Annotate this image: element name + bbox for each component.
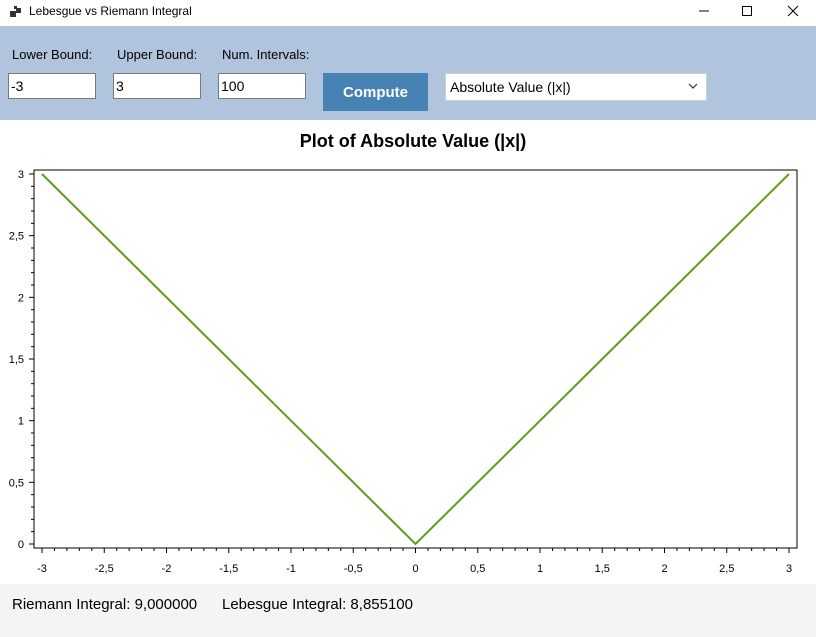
y-tick-label: 1,5 bbox=[9, 354, 24, 366]
app-icon bbox=[10, 6, 21, 17]
x-tick-label: 2 bbox=[661, 563, 667, 575]
x-tick-label: 1 bbox=[537, 563, 543, 575]
plot-title: Plot of Absolute Value (|x|) bbox=[299, 131, 527, 151]
x-tick-label: 0,5 bbox=[470, 563, 485, 575]
compute-button[interactable]: Compute bbox=[323, 73, 428, 111]
lebesgue-integral-result: Lebesgue Integral: 8,855100 bbox=[222, 596, 413, 613]
minimize-icon bbox=[699, 10, 709, 12]
y-tick-label: 2 bbox=[18, 292, 24, 304]
maximize-button[interactable] bbox=[724, 0, 770, 22]
x-tick-label: 1,5 bbox=[595, 563, 610, 575]
function-select-value: Absolute Value (|x|) bbox=[450, 79, 571, 95]
lower-bound-input[interactable] bbox=[8, 73, 96, 99]
x-tick-label: -1 bbox=[286, 563, 296, 575]
plot-frame bbox=[33, 169, 798, 549]
num-intervals-label: Num. Intervals: bbox=[222, 47, 310, 62]
function-select[interactable]: Absolute Value (|x|) bbox=[445, 73, 707, 101]
x-tick-label: -3 bbox=[37, 563, 47, 575]
x-tick-label: 0 bbox=[412, 563, 418, 575]
y-tick-label: 0 bbox=[18, 539, 24, 551]
riemann-integral-result: Riemann Integral: 9,000000 bbox=[12, 596, 198, 613]
x-tick-label: 2,5 bbox=[719, 563, 734, 575]
title-bar: Lebesgue vs Riemann Integral bbox=[0, 0, 816, 26]
series-line bbox=[41, 173, 790, 546]
lower-bound-label: Lower Bound: bbox=[12, 47, 93, 62]
plot-area: -3 -2,5 -2 -1,5 -1 -0,5 0 0,5 1 1,5 2 2,5 3 0 0,5 1 1,5 2… bbox=[9, 169, 798, 575]
window-title: Lebesgue vs Riemann Integral bbox=[29, 4, 192, 18]
x-tick-label: -0,5 bbox=[344, 563, 363, 575]
y-tick-label: 1 bbox=[18, 416, 24, 428]
minimize-button[interactable] bbox=[681, 0, 727, 22]
upper-bound-input[interactable] bbox=[113, 73, 201, 99]
status-bar: Riemann Integral: 9,000000 Lebesgue Inte… bbox=[0, 584, 816, 637]
y-tick-label: 2,5 bbox=[9, 231, 24, 243]
num-intervals-input[interactable] bbox=[218, 73, 306, 99]
close-icon bbox=[787, 5, 799, 17]
maximize-icon bbox=[742, 6, 752, 16]
x-tick-label: -1,5 bbox=[219, 563, 238, 575]
y-tick-label: 0,5 bbox=[9, 477, 24, 489]
close-button[interactable] bbox=[770, 0, 816, 22]
y-tick-label: 3 bbox=[18, 169, 24, 181]
x-tick-label: -2,5 bbox=[95, 563, 114, 575]
input-toolbar: Lower Bound: Upper Bound: Num. Intervals… bbox=[0, 26, 816, 120]
x-tick-label: 3 bbox=[786, 563, 792, 575]
upper-bound-label: Upper Bound: bbox=[117, 47, 198, 62]
chevron-down-icon bbox=[688, 83, 698, 89]
x-tick-label: -2 bbox=[162, 563, 172, 575]
